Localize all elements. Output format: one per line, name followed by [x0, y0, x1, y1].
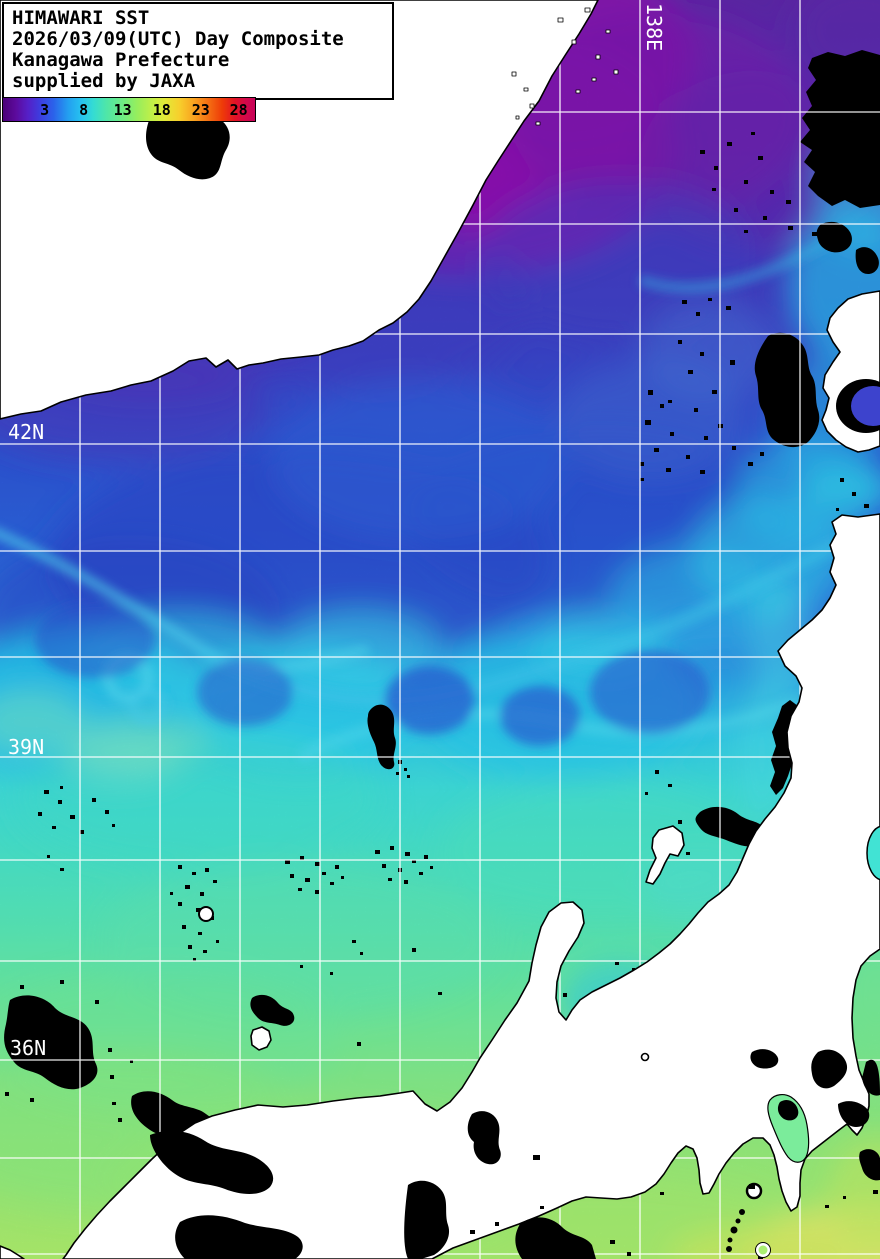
- lat-label-42n: 42N: [8, 420, 44, 444]
- colorbar-tick: 13: [113, 100, 132, 119]
- colorbar-tick: 28: [229, 100, 248, 119]
- colorbar-tick: 3: [40, 100, 50, 119]
- land-oki-islands: [250, 1026, 272, 1051]
- cloud-hole-islet: [198, 906, 214, 922]
- title-box: HIMAWARI SST 2026/03/09(UTC) Day Composi…: [2, 2, 394, 100]
- land-sanin-corner: [0, 1245, 25, 1259]
- title-credit: supplied by JAXA: [12, 70, 196, 92]
- lat-label-36n: 36N: [10, 1036, 46, 1060]
- colorbar-tick: 23: [191, 100, 210, 119]
- tokyo-bay: [767, 1094, 810, 1163]
- cloud-layer-sea: [4, 50, 880, 1208]
- title-datetime: 2026/03/09(UTC) Day Composite: [12, 28, 344, 50]
- title-region: Kanagawa Prefecture: [12, 49, 230, 71]
- ring-island: [755, 1242, 771, 1258]
- cloud-layer-land: [146, 104, 880, 1259]
- snow-speck: [557, 17, 564, 23]
- colorbar-tick: 8: [79, 100, 89, 119]
- colorbar-tick: 18: [152, 100, 171, 119]
- land-sado-island: [645, 825, 685, 885]
- sendai-bay: [866, 825, 880, 881]
- lat-label-39n: 39N: [8, 735, 44, 759]
- bay-layer: [767, 379, 880, 1163]
- coordinate-labels: 42N 39N 36N 138E: [8, 3, 666, 1060]
- sst-colorbar: 3 8 13 18 23 28: [2, 97, 256, 122]
- land-honshu: [62, 513, 880, 1259]
- izu-islands-layer: [726, 1182, 771, 1259]
- lon-label-138e: 138E: [642, 3, 666, 51]
- funka-bay-cold-water: [851, 386, 880, 426]
- title-product: HIMAWARI SST: [12, 7, 150, 29]
- land-islet: [640, 1052, 650, 1062]
